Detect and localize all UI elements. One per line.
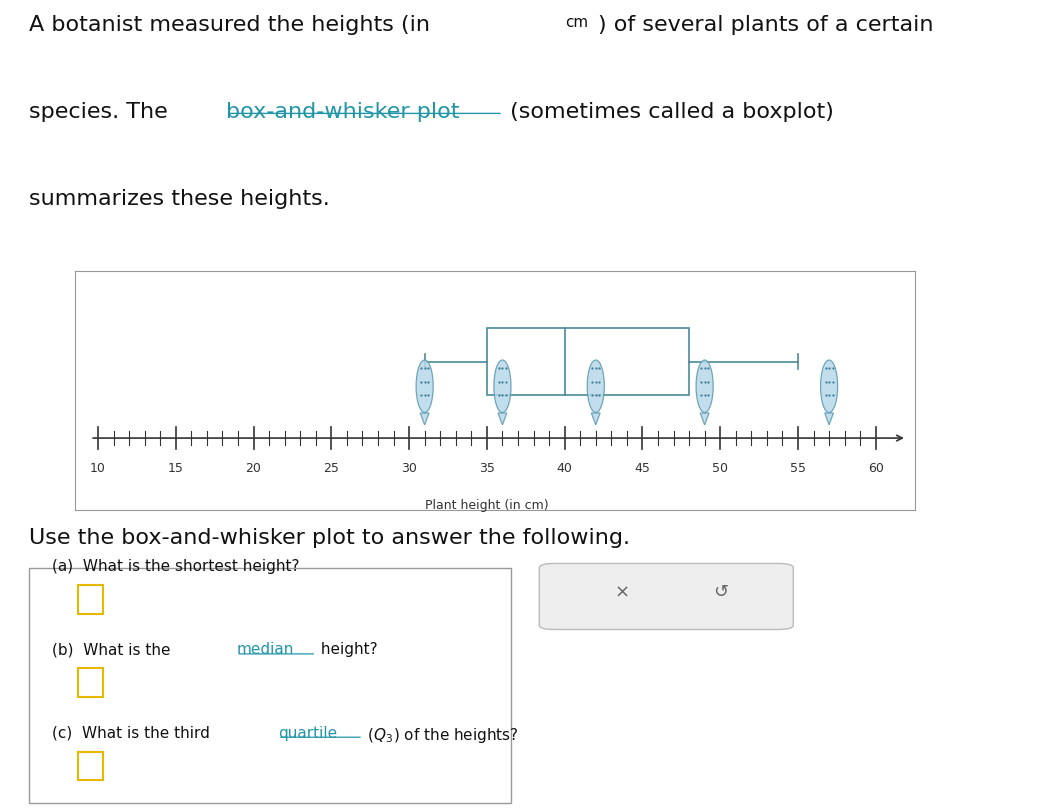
Text: quartile: quartile: [278, 726, 337, 741]
Polygon shape: [591, 413, 600, 425]
Text: summarizes these heights.: summarizes these heights.: [29, 188, 330, 209]
FancyBboxPatch shape: [29, 568, 511, 803]
Text: ↺: ↺: [713, 583, 728, 601]
Text: 45: 45: [635, 462, 650, 475]
Text: 55: 55: [790, 462, 806, 475]
Text: ×: ×: [615, 583, 629, 601]
Ellipse shape: [416, 360, 433, 413]
FancyBboxPatch shape: [539, 563, 793, 629]
Text: ($Q_3$) of the heights?: ($Q_3$) of the heights?: [363, 726, 518, 745]
Bar: [78, 585, 103, 614]
Text: 35: 35: [479, 462, 495, 475]
Text: (a)  What is the shortest height?: (a) What is the shortest height?: [52, 559, 300, 574]
Text: (c)  What is the third: (c) What is the third: [52, 726, 215, 741]
Polygon shape: [824, 413, 834, 425]
Bar: [78, 668, 103, 697]
Ellipse shape: [587, 360, 605, 413]
Text: Use the box-and-whisker plot to answer the following.: Use the box-and-whisker plot to answer t…: [29, 527, 630, 548]
Ellipse shape: [494, 360, 511, 413]
Text: Plant height (in cm): Plant height (in cm): [425, 499, 549, 512]
Text: box-and-whisker plot: box-and-whisker plot: [226, 102, 459, 122]
Text: 60: 60: [868, 462, 884, 475]
Text: median: median: [236, 642, 293, 658]
Text: species. The: species. The: [29, 102, 175, 122]
Polygon shape: [420, 413, 429, 425]
Text: (sometimes called a boxplot): (sometimes called a boxplot): [503, 102, 834, 122]
Text: 40: 40: [557, 462, 572, 475]
Text: 50: 50: [712, 462, 728, 475]
Ellipse shape: [820, 360, 838, 413]
Polygon shape: [700, 413, 709, 425]
Text: ) of several plants of a certain: ) of several plants of a certain: [598, 15, 934, 36]
Text: cm: cm: [565, 15, 588, 30]
Text: 30: 30: [401, 462, 417, 475]
Text: 25: 25: [324, 462, 339, 475]
Text: height?: height?: [316, 642, 377, 658]
Text: A botanist measured the heights (in: A botanist measured the heights (in: [29, 15, 430, 36]
Text: 10: 10: [90, 462, 106, 475]
Text: 15: 15: [168, 462, 184, 475]
Text: (b)  What is the: (b) What is the: [52, 642, 175, 658]
Bar: [487, 328, 689, 395]
Text: 20: 20: [246, 462, 261, 475]
Ellipse shape: [696, 360, 713, 413]
Bar: [78, 752, 103, 780]
Polygon shape: [498, 413, 507, 425]
